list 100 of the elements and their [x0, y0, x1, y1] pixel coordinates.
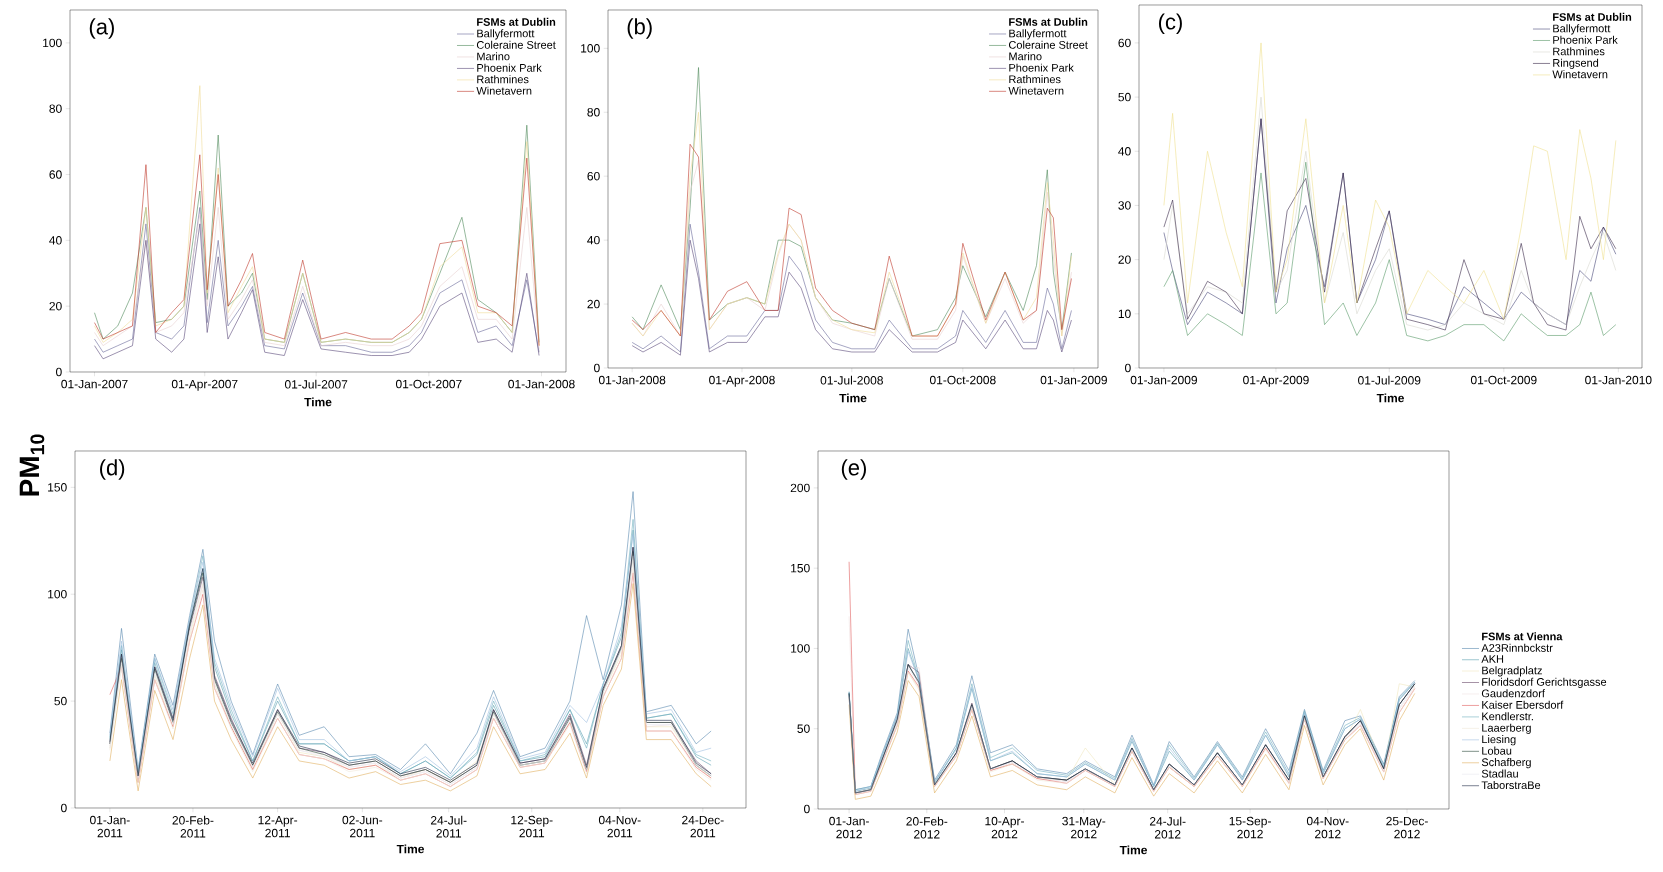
y-axis-title: PM$_{10}$ [19, 434, 45, 496]
x-tick-label: 20-Feb-2011 [172, 815, 214, 838]
x-tick-label: 12-Apr-2011 [258, 815, 298, 838]
y-tick-label: 100 [48, 589, 67, 599]
x-axis-title: Time [839, 393, 867, 403]
legend-label: Laaerberg [1482, 723, 1531, 734]
x-tick-label: 24-Dec-2011 [682, 815, 724, 838]
legend-label: Ballyfermott [1009, 29, 1067, 40]
chart-title: (e) [841, 459, 866, 480]
y-tick-label: 60 [49, 170, 62, 179]
y-tick-label: 20 [49, 301, 62, 311]
x-tick-label: 24-Jul-2011 [430, 815, 467, 838]
x-axis-title: Time [396, 844, 424, 854]
x-tick-label: 01-Jan-2007 [61, 379, 128, 389]
x-tick-label: 01-Oct-2007 [395, 379, 462, 389]
y-tick-label: 80 [49, 104, 62, 113]
legend-label: TaborstraBe [1481, 781, 1541, 790]
y-tick-label: 150 [48, 483, 67, 492]
legend-label: Gaudenzdorf [1481, 689, 1545, 698]
x-axis-title: Time [1119, 845, 1147, 855]
y-tick-label: 10 [1118, 309, 1131, 319]
x-tick-label: 20-Feb-2012 [906, 816, 948, 839]
y-tick-label: 60 [1118, 38, 1131, 48]
legend-label: Winetavern [476, 86, 532, 95]
legend-title: FSMs at Dublin [1553, 12, 1632, 21]
y-tick-label: 50 [54, 696, 67, 706]
chart-title: (a) [89, 18, 114, 39]
x-tick-label: 01-Oct-2009 [1470, 375, 1537, 385]
x-tick-label: 31-May-2012 [1062, 816, 1106, 839]
legend-label: Rathmines [477, 75, 529, 84]
x-tick-label: 01-Apr-2007 [171, 379, 238, 391]
y-tick-label: 0 [61, 803, 67, 813]
y-tick-label: 50 [797, 724, 810, 733]
x-tick-label: 04-Nov-2012 [1306, 816, 1349, 839]
y-tick-label: 60 [587, 171, 600, 181]
legend-label: Rathmines [1553, 47, 1605, 56]
y-tick-label: 20 [587, 299, 600, 309]
y-tick-label: 100 [581, 44, 600, 53]
x-tick-label: 01-Jul-2009 [1358, 375, 1421, 385]
x-tick-label: 10-Apr-2012 [985, 816, 1024, 839]
x-tick-label: 04-Nov-2011 [598, 815, 641, 838]
y-tick-label: 80 [587, 108, 600, 117]
y-tick-label: 0 [56, 367, 62, 377]
y-tick-label: 0 [804, 804, 810, 814]
y-tick-label: 30 [1118, 201, 1131, 210]
x-tick-label: 01-Apr-2009 [1243, 375, 1309, 387]
legend-label: Marino [477, 52, 510, 61]
x-tick-label: 15-Sep-2012 [1229, 816, 1271, 839]
x-axis-title: Time [304, 397, 332, 407]
y-tick-label: 40 [1118, 147, 1131, 156]
chart-title: (d) [100, 459, 125, 480]
legend-label: Lobau [1482, 746, 1512, 755]
legend-label: Ballyfermott [477, 29, 535, 40]
chart-title: (b) [627, 18, 652, 39]
legend-label: A23Rinnbckstr [1481, 643, 1553, 652]
legend-label: Phoenix Park [477, 63, 542, 72]
legend-title: FSMs at Dublin [1009, 17, 1088, 26]
legend-label: Liesing [1482, 735, 1516, 746]
legend-label: AKH [1481, 655, 1504, 663]
chart-title: (c) [1158, 13, 1182, 34]
legend-label: Kaiser Ebersdorf [1482, 700, 1564, 709]
x-tick-label: 01-Jan-2008 [508, 379, 575, 389]
x-tick-label: 25-Dec-2012 [1386, 816, 1428, 839]
x-axis-title: Time [1376, 393, 1404, 403]
y-tick-label: 0 [1125, 363, 1131, 373]
legend-label: Coleraine Street [476, 40, 556, 49]
x-tick-label: 01-Jan-2012 [829, 816, 869, 839]
legend-label: Ballyfermott [1553, 24, 1611, 35]
legend-label: Winetavern [1552, 70, 1608, 79]
legend-label: Rathmines [1009, 75, 1061, 84]
legend-label: Schafberg [1481, 758, 1531, 769]
x-tick-label: 01-Jul-2007 [284, 379, 348, 389]
x-tick-label: 01-Jan-2008 [598, 375, 666, 385]
legend-label: Coleraine Street [1008, 40, 1088, 49]
y-tick-label: 40 [587, 235, 600, 245]
x-tick-label: 12-Sep-2011 [511, 815, 553, 838]
y-tick-label: 50 [1118, 92, 1131, 102]
legend-label: Phoenix Park [1009, 63, 1074, 72]
x-tick-label: 02-Jun-2011 [342, 815, 383, 838]
y-tick-label: 0 [594, 363, 600, 373]
y-tick-label: 200 [790, 483, 810, 493]
legend-label: Kendlerstr. [1482, 712, 1533, 721]
y-tick-label: 100 [791, 644, 810, 653]
legend-label: Stadlau [1481, 769, 1518, 778]
legend-title: FSMs at Dublin [477, 17, 556, 26]
y-tick-label: 20 [1118, 255, 1131, 264]
x-tick-label: 01-Jan-2011 [90, 815, 130, 838]
y-tick-label: 100 [43, 38, 62, 48]
x-tick-label: 01-Jan-2009 [1040, 375, 1107, 385]
x-tick-label: 01-Apr-2008 [709, 375, 775, 387]
legend-label: Phoenix Park [1553, 35, 1618, 44]
legend-label: Floridsdorf Gerichtsgasse [1482, 677, 1607, 689]
x-tick-label: 01-Jan-2010 [1585, 375, 1652, 385]
legend-title: FSMs at Vienna [1482, 632, 1563, 641]
x-tick-label: 01-Jan-2009 [1130, 375, 1198, 385]
y-tick-label: 150 [791, 563, 810, 573]
x-tick-label: 24-Jul-2012 [1149, 816, 1186, 839]
x-tick-label: 01-Oct-2008 [929, 375, 996, 385]
legend-label: Winetavern [1008, 86, 1064, 95]
y-tick-label: 40 [49, 236, 62, 245]
